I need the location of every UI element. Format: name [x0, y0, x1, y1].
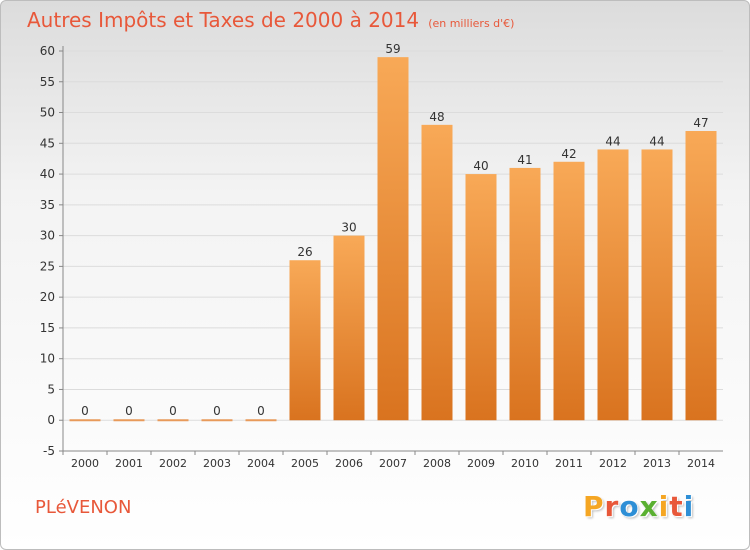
y-tick-label: 40: [40, 167, 55, 181]
x-tick-label: 2014: [687, 457, 715, 470]
proxiti-logo[interactable]: Proxiti: [583, 490, 694, 523]
x-tick-label: 2002: [159, 457, 187, 470]
y-tick-label: 30: [40, 229, 55, 243]
commune-name: PLéVENON: [35, 497, 132, 518]
bar: [421, 124, 453, 421]
bar-value-label: 30: [341, 221, 356, 235]
logo-letter: r: [604, 490, 620, 523]
bar-value-label: 26: [297, 245, 312, 259]
x-tick-label: 2004: [247, 457, 275, 470]
bar-value-label: 41: [517, 153, 532, 167]
logo-letter: o: [619, 490, 640, 523]
x-tick-label: 2006: [335, 457, 363, 470]
bar: [509, 167, 541, 421]
x-tick-label: 2011: [555, 457, 583, 470]
logo-letter: t: [669, 490, 684, 523]
y-tick-label: 25: [40, 259, 55, 273]
bar: [465, 174, 497, 421]
y-tick-label: 0: [47, 413, 55, 427]
logo-letter: P: [583, 490, 605, 523]
bar-value-label: 0: [81, 404, 89, 418]
bar: [553, 161, 585, 421]
y-tick-label: 10: [40, 352, 55, 366]
bar-value-label: 44: [649, 134, 664, 148]
logo-letter: x: [639, 490, 659, 523]
y-tick-label: 45: [40, 136, 55, 150]
bar-value-label: 44: [605, 134, 620, 148]
bar-value-label: 0: [125, 404, 133, 418]
bar-value-label: 42: [561, 147, 576, 161]
x-tick-label: 2010: [511, 457, 539, 470]
bar: [377, 57, 409, 421]
logo-letter: i: [658, 490, 670, 523]
bars: [69, 57, 717, 422]
axes: -5 0 5 10 15 20 25 30 35 40 45 50 55 60 2000 2001 2002 20…: [40, 44, 723, 470]
x-tick-label: 2005: [291, 457, 319, 470]
bar: [597, 149, 629, 421]
bar: [289, 260, 321, 421]
bar-value-label: 47: [693, 116, 708, 130]
y-tick-label: 35: [40, 198, 55, 212]
y-tick-label: 50: [40, 106, 55, 120]
data-labels: 0 0 0 0 0 26 30 59 48 40 41 42 44 44 47: [81, 42, 708, 418]
bar-value-label: 0: [213, 404, 221, 418]
bar-value-label: 0: [257, 404, 265, 418]
x-tick-label: 2009: [467, 457, 495, 470]
bar-value-label: 0: [169, 404, 177, 418]
bar: [333, 235, 365, 421]
y-tick-label: 55: [40, 75, 55, 89]
x-tick-label: 2013: [643, 457, 671, 470]
y-tick-label: 5: [47, 382, 55, 396]
chart-header: Autres Impôts et Taxes de 2000 à 2014 (e…: [27, 8, 514, 32]
x-tick-label: 2003: [203, 457, 231, 470]
bar-value-label: 40: [473, 159, 488, 173]
bar-value-label: 48: [429, 110, 444, 124]
x-tick-label: 2007: [379, 457, 407, 470]
x-tick-label: 2012: [599, 457, 627, 470]
logo-letter: i: [683, 490, 695, 523]
y-tick-label: 15: [40, 321, 55, 335]
chart-unit: (en milliers d'€): [428, 17, 515, 30]
y-tick-label: 60: [40, 44, 55, 58]
x-tick-label: 2001: [115, 457, 143, 470]
bar-value-label: 59: [385, 42, 400, 56]
bar: [641, 149, 673, 421]
x-tick-label: 2008: [423, 457, 451, 470]
chart-title: Autres Impôts et Taxes de 2000 à 2014: [27, 8, 420, 32]
x-tick-label: 2000: [71, 457, 99, 470]
bar: [685, 131, 717, 421]
y-tick-label: 20: [40, 290, 55, 304]
y-tick-label: -5: [43, 444, 55, 458]
